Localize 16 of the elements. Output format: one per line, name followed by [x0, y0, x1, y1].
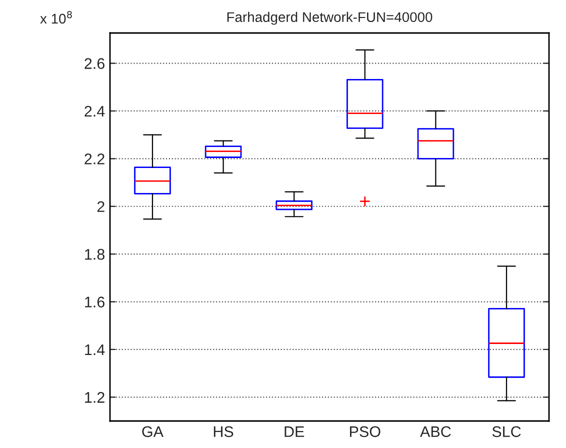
y-tick-label: 2.4: [84, 106, 105, 117]
y-tick-label: 1.8: [85, 248, 104, 260]
text: x 10$^{8}$: [40, 10, 72, 24]
x-tick-label: GA: [142, 426, 164, 438]
y-tick-label: 1.4: [85, 344, 105, 355]
y-tick-label: 2: [97, 201, 104, 212]
y-tick-label: 1.2: [85, 392, 104, 403]
y-tick-label: 2.6: [84, 58, 104, 69]
y-tick-label: 1.6: [85, 296, 104, 308]
x-tick-label: SLC: [492, 426, 521, 438]
x-tick-label: PSO: [350, 426, 380, 438]
x-tick-label: HS: [214, 426, 234, 438]
x-tick-label: DE: [284, 426, 304, 437]
y-tick-label: 2.2: [84, 154, 104, 164]
x-tick-label: ABC: [420, 426, 451, 438]
chart-title: Farhadgerd Network-FUN=40000: [227, 12, 432, 25]
